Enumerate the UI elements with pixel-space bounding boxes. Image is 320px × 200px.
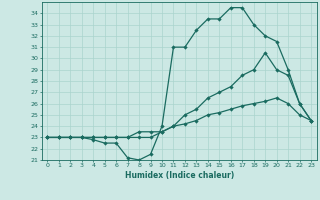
X-axis label: Humidex (Indice chaleur): Humidex (Indice chaleur): [124, 171, 234, 180]
